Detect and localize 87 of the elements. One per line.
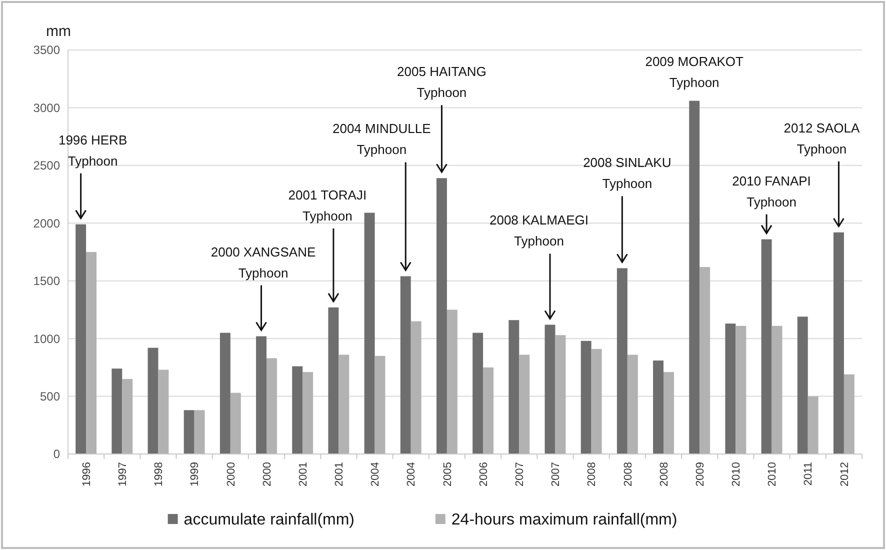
bar (616, 268, 628, 454)
x-tick-label: 2008 (622, 462, 634, 486)
x-tick-label: 2008 (586, 462, 598, 486)
bar (664, 372, 674, 454)
bar (483, 367, 494, 454)
x-tick-label: 2007 (514, 462, 526, 486)
annotation: 2004 MINDULLE Typhoon (332, 121, 432, 158)
bar (194, 410, 205, 454)
annotation: 2005 HAITANG Typhoon (397, 64, 486, 100)
x-tick-label: 2010 (730, 462, 743, 486)
bar (591, 348, 602, 454)
annotation: 2008 SINLAKU Typhoon (583, 155, 672, 192)
bar (736, 326, 746, 454)
annotation: 2010 FANAPI Typhoon (732, 173, 811, 210)
y-axis-title: mm (46, 23, 71, 40)
x-tick-label: 2001 (334, 462, 346, 486)
x-tick-label: 2005 (442, 462, 454, 486)
bar (184, 410, 194, 454)
bar (374, 356, 386, 454)
y-tick-label: 3000 (33, 100, 60, 115)
bar (472, 332, 484, 454)
bar (220, 332, 230, 454)
bar (436, 178, 447, 454)
bar (555, 335, 566, 454)
bar (689, 100, 700, 454)
legend-label: accumulate rainfall(mm) (184, 512, 355, 529)
bar (158, 370, 169, 454)
y-tick-label: 500 (40, 389, 60, 404)
bar (519, 354, 530, 454)
bar (364, 212, 375, 454)
bar (112, 368, 122, 454)
bar (302, 372, 314, 454)
annotation: 2009 MORAKOT Typhoon (645, 54, 744, 90)
x-tick-label: 2008 (658, 462, 670, 486)
x-tick-label: 1998 (153, 462, 166, 486)
bar (266, 358, 277, 454)
bar (230, 392, 241, 454)
annotation: 2001 TORAJI Typhoon (288, 187, 367, 224)
bar (76, 224, 86, 454)
x-tick-label: 2010 (766, 462, 779, 486)
y-tick-label: 2000 (33, 216, 60, 230)
x-tick-label: 2000 (225, 462, 238, 486)
bar (446, 310, 458, 454)
bar (844, 374, 854, 454)
x-tick-label: 2009 (694, 462, 706, 486)
bar (808, 396, 818, 454)
y-tick-label: 3500 (33, 43, 60, 58)
bar (627, 354, 638, 454)
y-tick-label: 1500 (33, 274, 60, 288)
bar (725, 324, 736, 454)
x-tick-label: 2001 (297, 462, 310, 486)
x-tick-label: 2004 (406, 462, 418, 486)
bar (410, 321, 422, 454)
bar (256, 336, 266, 454)
x-tick-label: 1997 (116, 462, 129, 486)
x-tick-label: 2012 (838, 462, 851, 486)
bar (328, 307, 339, 454)
x-tick-label: 1996 (80, 462, 93, 486)
bar (653, 360, 664, 454)
legend-label: 24-hours maximum rainfall(mm) (451, 512, 678, 529)
bar (86, 252, 97, 454)
bar (797, 316, 808, 454)
bar (833, 232, 844, 454)
bar (122, 378, 133, 454)
bar (338, 354, 350, 454)
annotation: 2012 SAOLA Typhoon (784, 120, 860, 156)
annotation: 2008 KALMAEGI Typhoon (489, 212, 588, 249)
bar (148, 348, 158, 454)
x-tick-label: 1999 (189, 462, 202, 486)
y-tick-label: 1000 (33, 332, 60, 346)
bar (580, 340, 592, 454)
annotation: 1996 HERB Typhoon (58, 132, 128, 168)
x-tick-label: 2004 (370, 462, 382, 486)
bar (508, 320, 520, 454)
bar (772, 326, 782, 454)
y-tick-label: 2500 (33, 158, 60, 173)
y-tick-label: 0 (53, 447, 60, 462)
x-tick-label: 2000 (261, 462, 274, 486)
annotation: 2000 XANGSANE Typhoon (210, 244, 316, 280)
bar (400, 276, 411, 454)
bar (544, 324, 556, 454)
bar (700, 267, 710, 454)
x-tick-label: 2011 (802, 462, 815, 486)
x-tick-label: 2007 (550, 462, 562, 486)
x-tick-label: 2006 (478, 462, 490, 486)
bar (761, 239, 772, 454)
bar (292, 366, 303, 454)
